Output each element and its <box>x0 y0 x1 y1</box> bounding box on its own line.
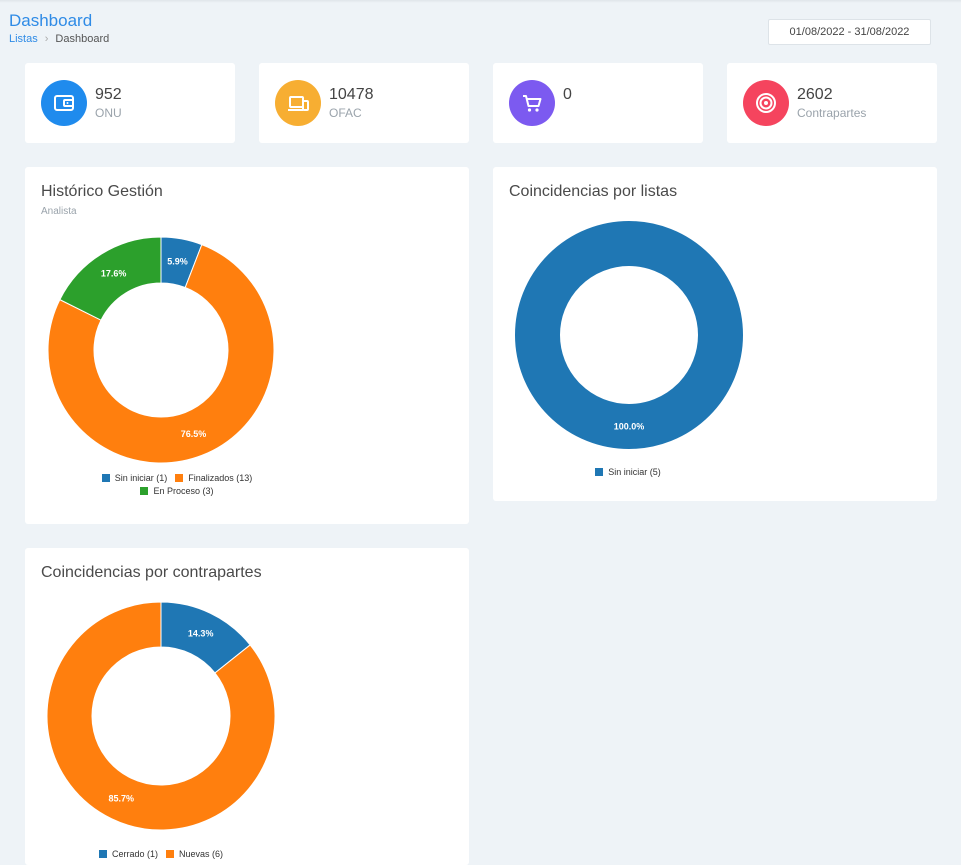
slice-finalizados[interactable] <box>47 243 275 464</box>
legend-item[interactable]: En Proceso (3) <box>140 486 214 496</box>
legend-item[interactable]: Sin iniciar (5) <box>595 467 661 477</box>
slice-percent-label: 17.6% <box>101 268 127 278</box>
legend-label: Nuevas (6) <box>179 849 224 859</box>
legend-swatch <box>175 474 184 482</box>
slice-percent-label: 5.9% <box>167 257 188 267</box>
panel-title: Coincidencias por listas <box>509 183 678 200</box>
slice-percent-label: 100.0% <box>614 422 645 432</box>
panel-title: Coincidencias por contrapartes <box>41 564 262 581</box>
slice-percent-label: 76.5% <box>181 429 207 439</box>
panel-title: Histórico Gestión <box>41 183 163 200</box>
slice-sin-iniciar[interactable] <box>515 221 743 449</box>
legend-item[interactable]: Finalizados (13) <box>175 473 252 483</box>
chevron-right-icon: › <box>44 33 49 45</box>
legend-item[interactable]: Cerrado (1) <box>98 849 158 859</box>
panel-historico-gestion: Histórico Gestión Analista 5.9% 76.5% 17.6… <box>25 167 469 524</box>
page-title: Dashboard <box>9 11 93 30</box>
stat-value: 952 <box>95 86 122 103</box>
legend-swatch <box>101 474 110 482</box>
panel-subtitle: Analista <box>41 206 77 217</box>
stat-value: 10478 <box>329 86 374 103</box>
legend-label: Sin iniciar (1) <box>114 473 168 483</box>
stat-value: 2602 <box>797 86 833 103</box>
legend-swatch <box>98 850 107 858</box>
slice-en-proceso[interactable] <box>59 236 162 321</box>
slice-percent-label: 85.7% <box>109 793 135 803</box>
target-icon <box>743 80 789 126</box>
donut-chart-historico: 5.9% 76.5% 17.6% <box>47 236 275 464</box>
wallet-icon <box>41 80 87 126</box>
legend-swatch <box>140 487 149 495</box>
legend-label: Finalizados (13) <box>188 473 253 483</box>
legend-item[interactable]: Sin iniciar (1) <box>101 473 168 483</box>
stat-label: OFAC <box>329 106 362 120</box>
chart-legend: Sin iniciar (1) Finalizados (13) En Proces… <box>65 473 289 499</box>
breadcrumb-link-listas[interactable]: Listas <box>9 33 38 45</box>
stat-card-contrapartes: 2602 Contrapartes <box>727 63 937 143</box>
date-range-picker[interactable]: 01/08/2022 - 31/08/2022 <box>768 19 931 45</box>
stat-card-cart: 0 <box>493 63 703 143</box>
chart-legend: Sin iniciar (5) <box>516 467 740 480</box>
slice-percent-label: 14.3% <box>188 629 214 639</box>
legend-swatch <box>595 468 604 476</box>
legend-item[interactable]: Nuevas (6) <box>166 849 223 859</box>
stat-label: ONU <box>95 106 122 120</box>
stat-card-ofac: 10478 OFAC <box>259 63 469 143</box>
stat-value: 0 <box>563 86 572 103</box>
breadcrumb-current: Dashboard <box>55 33 110 45</box>
topbar-shadow <box>0 0 961 3</box>
panel-coincidencias-contrapartes: Coincidencias por contrapartes 14.3% 85.7… <box>25 548 469 865</box>
stat-label: Contrapartes <box>797 106 867 120</box>
legend-label: Sin iniciar (5) <box>608 467 661 477</box>
donut-chart-listas: 100.0% <box>515 221 743 449</box>
breadcrumb: Listas › Dashboard <box>9 33 109 45</box>
slice-nuevas[interactable] <box>46 601 276 831</box>
legend-swatch <box>166 850 174 858</box>
legend-label: En Proceso (3) <box>153 486 214 496</box>
donut-chart-contrapartes: 14.3% 85.7% <box>46 601 276 831</box>
chart-legend: Cerrado (1) Nuevas (6) <box>49 849 273 862</box>
cart-icon <box>509 80 555 126</box>
devices-icon <box>275 80 321 126</box>
stat-card-onu: 952 ONU <box>25 63 235 143</box>
legend-label: Cerrado (1) <box>111 849 158 859</box>
panel-coincidencias-listas: Coincidencias por listas 100.0% Sin inic… <box>493 167 937 501</box>
